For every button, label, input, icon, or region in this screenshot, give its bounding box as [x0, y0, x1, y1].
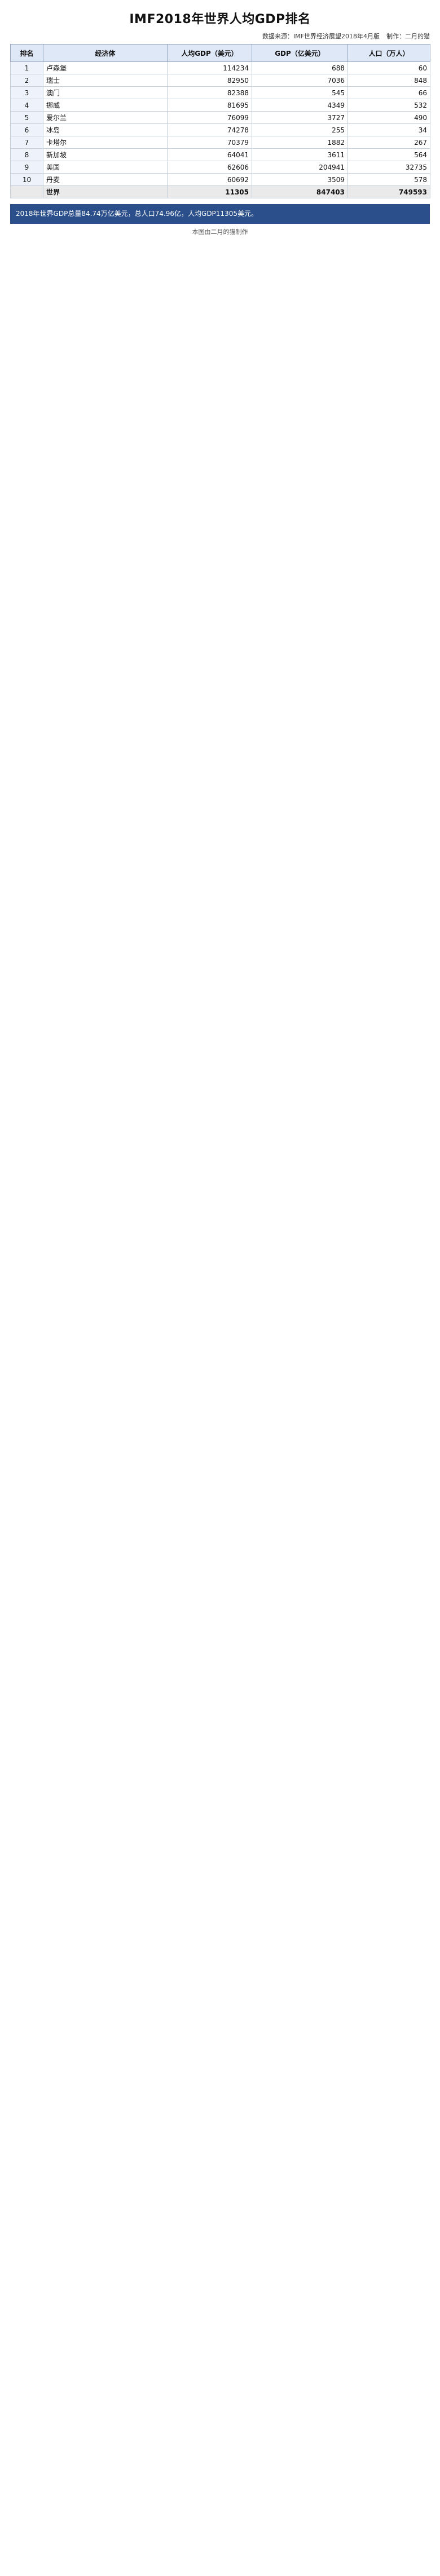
economy-name-cell: 瑞士: [43, 74, 168, 87]
rank-cell: 7: [10, 136, 43, 149]
economy-name-cell: 美国: [43, 161, 168, 174]
rank-cell: 1: [10, 61, 43, 74]
economy-name-cell: 冰岛: [43, 123, 168, 136]
total-row: 世界 11305 847403 749593: [10, 185, 430, 198]
rank-cell: 2: [10, 74, 43, 87]
economy-name-cell: 澳门: [43, 86, 168, 99]
footer-credit: 本图由二月的猫制作: [192, 228, 248, 236]
table-row: 3 澳门 82388 545 66: [10, 86, 430, 99]
population-cell: 578: [347, 173, 430, 186]
per-capita-cell: 60692: [167, 173, 252, 186]
population-cell: 32735: [347, 161, 430, 174]
gdp-cell: 1882: [252, 136, 348, 149]
rank-cell: 6: [10, 123, 43, 136]
author-credit: 制作：二月的猫: [386, 33, 430, 40]
table-row: 6 冰岛 74278 255 34: [10, 123, 430, 136]
gdp-cell: 545: [252, 86, 348, 99]
col-header-gdp: GDP（亿美元）: [252, 44, 348, 62]
table-row: 2 瑞士 82950 7036 848: [10, 74, 430, 87]
total-label: 世界: [43, 185, 168, 198]
population-cell: 66: [347, 86, 430, 99]
economy-name-cell: 新加坡: [43, 148, 168, 161]
per-capita-cell: 62606: [167, 161, 252, 174]
per-capita-cell: 64041: [167, 148, 252, 161]
table-row: 10 丹麦 60692 3509 578: [10, 173, 430, 186]
total-per-capita: 11305: [167, 185, 252, 198]
economy-name-cell: 卡塔尔: [43, 136, 168, 149]
col-header-name: 经济体: [43, 44, 168, 62]
economy-name-cell: 卢森堡: [43, 61, 168, 74]
col-header-rank: 排名: [10, 44, 43, 62]
population-cell: 564: [347, 148, 430, 161]
col-header-per-capita: 人均GDP（美元）: [167, 44, 252, 62]
rank-cell: 10: [10, 173, 43, 186]
table-body: 1 卢森堡 114234 688 60 2 瑞士 82950 7036 848 3 澳门 82388 54…: [10, 61, 430, 186]
gdp-cell: 3509: [252, 173, 348, 186]
summary-note: 2018年世界GDP总量84.74万亿美元，总人口74.96亿，人均GDP113…: [10, 204, 430, 224]
per-capita-cell: 82388: [167, 86, 252, 99]
rank-cell: 5: [10, 111, 43, 124]
total-rank-cell: [10, 185, 43, 198]
table-row: 4 挪威 81695 4349 532: [10, 99, 430, 112]
gdp-cell: 688: [252, 61, 348, 74]
economy-name-cell: 爱尔兰: [43, 111, 168, 124]
table-row: 8 新加坡 64041 3611 564: [10, 148, 430, 161]
total-population: 749593: [347, 185, 430, 198]
gdp-cell: 3611: [252, 148, 348, 161]
economy-name-cell: 挪威: [43, 99, 168, 112]
gdp-cell: 204941: [252, 161, 348, 174]
rank-cell: 8: [10, 148, 43, 161]
population-cell: 60: [347, 61, 430, 74]
gdp-cell: 3727: [252, 111, 348, 124]
population-cell: 34: [347, 123, 430, 136]
table-row: 5 爱尔兰 76099 3727 490: [10, 111, 430, 124]
col-header-population: 人口（万人）: [347, 44, 430, 62]
data-source: 数据来源：IMF世界经济展望2018年4月版: [262, 33, 380, 40]
per-capita-cell: 81695: [167, 99, 252, 112]
population-cell: 532: [347, 99, 430, 112]
table-header-row: 排名 经济体 人均GDP（美元） GDP（亿美元） 人口（万人）: [10, 44, 430, 62]
total-gdp: 847403: [252, 185, 348, 198]
per-capita-cell: 76099: [167, 111, 252, 124]
meta-line: 数据来源：IMF世界经济展望2018年4月版 制作：二月的猫: [10, 32, 430, 41]
rank-cell: 9: [10, 161, 43, 174]
per-capita-cell: 114234: [167, 61, 252, 74]
per-capita-cell: 74278: [167, 123, 252, 136]
population-cell: 267: [347, 136, 430, 149]
ranking-table: 排名 经济体 人均GDP（美元） GDP（亿美元） 人口（万人） 1 卢森堡 114…: [10, 44, 430, 198]
table-row: 7 卡塔尔 70379 1882 267: [10, 136, 430, 149]
gdp-cell: 4349: [252, 99, 348, 112]
gdp-cell: 255: [252, 123, 348, 136]
table-row: 1 卢森堡 114234 688 60: [10, 61, 430, 74]
economy-name-cell: 丹麦: [43, 173, 168, 186]
per-capita-cell: 70379: [167, 136, 252, 149]
population-cell: 490: [347, 111, 430, 124]
rank-cell: 3: [10, 86, 43, 99]
table-row: 9 美国 62606 204941 32735: [10, 161, 430, 174]
population-cell: 848: [347, 74, 430, 87]
page: IMF2018年世界人均GDP排名 数据来源：IMF世界经济展望2018年4月版…: [0, 0, 440, 246]
gdp-cell: 7036: [252, 74, 348, 87]
rank-cell: 4: [10, 99, 43, 112]
per-capita-cell: 82950: [167, 74, 252, 87]
page-title: IMF2018年世界人均GDP排名: [129, 12, 311, 26]
